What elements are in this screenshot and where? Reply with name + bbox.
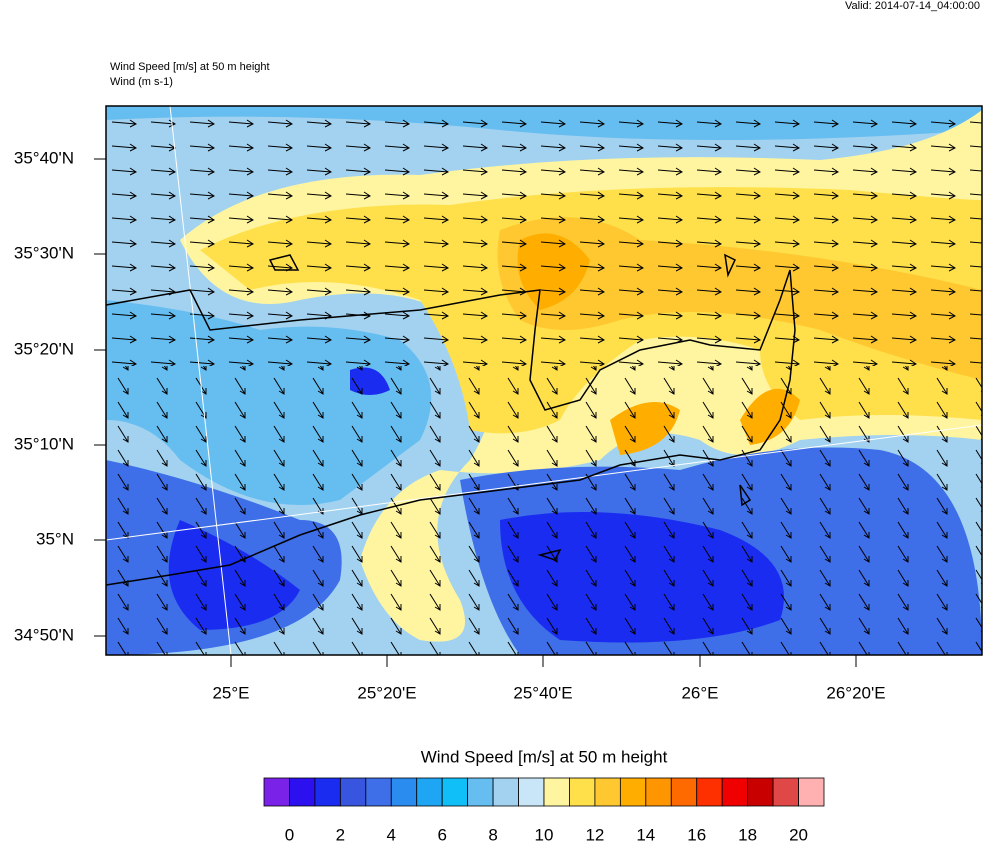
colorbar-tick-label: 0 bbox=[285, 825, 294, 844]
colorbar-box bbox=[365, 777, 392, 807]
colorbar-tick-label: 20 bbox=[789, 825, 808, 844]
lon-label: 25°E bbox=[212, 683, 249, 702]
lat-label: 35°20'N bbox=[14, 339, 74, 358]
lat-label: 35°40'N bbox=[14, 148, 74, 167]
coastline bbox=[106, 269, 796, 586]
lat-label: 35°10'N bbox=[14, 434, 74, 453]
colorbar-box bbox=[263, 777, 290, 807]
lon-label: 25°40'E bbox=[513, 683, 572, 702]
wind-vectors bbox=[106, 366, 982, 655]
colorbar-box bbox=[569, 777, 596, 807]
colorbar-box bbox=[798, 777, 825, 807]
vector-title: Wind (m s-1) bbox=[110, 76, 173, 88]
lat-axis: 35°40'N 35°30'N 35°20'N 35°10'N 35°N 34°… bbox=[14, 148, 106, 644]
colorbar-tick-label: 2 bbox=[336, 825, 345, 844]
colorbar-tick-label: 18 bbox=[738, 825, 757, 844]
colorbar-tick-label: 14 bbox=[636, 825, 655, 844]
colorbar-box bbox=[339, 777, 367, 807]
colorbar-box bbox=[670, 777, 698, 807]
colorbar-tick-label: 12 bbox=[585, 825, 604, 844]
valid-time: Valid: 2014-07-14_04:00:00 bbox=[845, 0, 980, 12]
colorbar-box bbox=[594, 777, 621, 807]
colorbar-box bbox=[441, 777, 469, 807]
colorbar-tick-label: 8 bbox=[488, 825, 497, 844]
colorbar-box bbox=[772, 777, 799, 807]
map-field bbox=[106, 106, 982, 655]
colorbar-tick-label: 4 bbox=[387, 825, 396, 844]
lon-label: 26°20'E bbox=[826, 683, 885, 702]
colorbar-box bbox=[619, 777, 647, 807]
lat-label: 35°N bbox=[36, 529, 74, 548]
colorbar-title: Wind Speed [m/s] at 50 m height bbox=[421, 747, 668, 766]
colorbar-box bbox=[289, 777, 316, 807]
colorbar-box bbox=[747, 777, 774, 807]
colorbar-tick-label: 16 bbox=[687, 825, 706, 844]
colorbar-box bbox=[645, 777, 672, 807]
colorbar-box bbox=[416, 777, 443, 807]
lon-label: 26°E bbox=[681, 683, 718, 702]
lat-label: 35°30'N bbox=[14, 243, 74, 262]
colorbar-tick-label: 6 bbox=[437, 825, 446, 844]
lat-label: 34°50'N bbox=[14, 625, 74, 644]
field-title: Wind Speed [m/s] at 50 m height bbox=[110, 61, 270, 73]
colorbar-box bbox=[696, 777, 723, 807]
lon-ticks bbox=[230, 655, 857, 667]
colorbar-tick-label: 10 bbox=[535, 825, 554, 844]
colorbar-box bbox=[314, 777, 341, 807]
colorbar-box bbox=[721, 777, 749, 807]
lon-axis: 25°E 25°20'E 25°40'E 26°E 26°20'E bbox=[212, 655, 886, 702]
lon-label: 25°20'E bbox=[357, 683, 416, 702]
colorbar-box bbox=[467, 777, 494, 807]
lat-ticks bbox=[94, 158, 106, 637]
colorbar: 0 2 4 6 8 10 12 14 16 18 20 bbox=[263, 777, 825, 844]
colorbar-box bbox=[518, 777, 545, 807]
wind-vectors bbox=[106, 106, 982, 366]
colorbar-box bbox=[492, 777, 519, 807]
graticule bbox=[106, 106, 982, 655]
map-frame bbox=[105, 105, 983, 656]
colorbar-box bbox=[390, 777, 418, 807]
colorbar-box bbox=[543, 777, 570, 807]
island bbox=[268, 253, 752, 561]
